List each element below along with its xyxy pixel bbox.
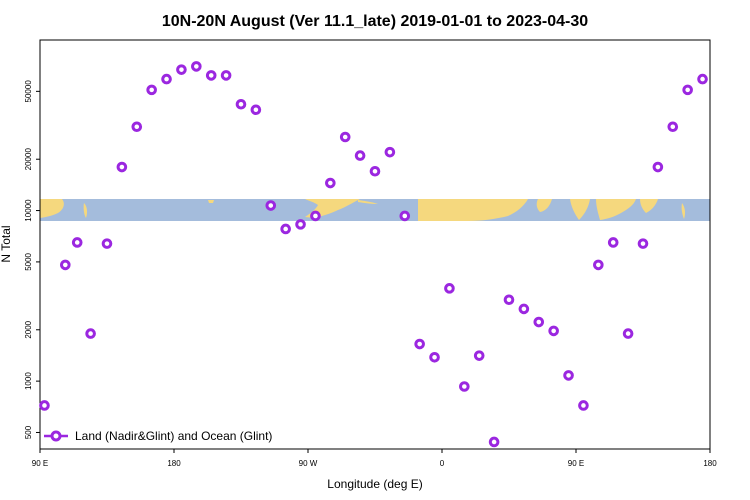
data-point <box>220 70 232 81</box>
data-point <box>429 351 440 363</box>
y-tick-label: 2000 <box>24 320 33 338</box>
data-point <box>637 238 649 249</box>
land-philippines-right <box>681 203 686 219</box>
y-tick-label: 500 <box>24 425 33 439</box>
data-point <box>146 84 157 96</box>
data-point <box>459 381 470 392</box>
legend: Land (Nadir&Glint) and Ocean (Glint) <box>44 429 272 443</box>
x-tick-label: 90 W <box>299 459 318 468</box>
land-pacific-island <box>208 200 214 203</box>
map-band-land <box>40 199 686 221</box>
data-point <box>533 316 545 328</box>
data-point <box>205 70 217 81</box>
data-point <box>622 328 634 339</box>
y-tick-label: 50000 <box>24 80 33 103</box>
data-point <box>161 73 172 85</box>
data-point <box>563 370 574 381</box>
y-axis-label: N Total <box>0 225 13 262</box>
data-point <box>176 64 187 75</box>
x-tick-label: 180 <box>703 459 717 468</box>
data-point <box>131 121 143 133</box>
land-east-asia-right <box>640 199 658 213</box>
data-point <box>652 161 664 173</box>
x-tick-label: 0 <box>440 459 445 468</box>
data-point <box>414 338 425 350</box>
data-point <box>697 73 708 85</box>
legend-marker <box>50 430 62 442</box>
y-tick-label: 20000 <box>24 148 33 171</box>
data-point <box>295 219 306 230</box>
land-india <box>570 199 590 220</box>
data-point <box>191 61 202 72</box>
land-indochina <box>596 199 636 220</box>
data-point <box>682 84 693 96</box>
data-point <box>607 237 619 248</box>
data-point <box>235 98 247 110</box>
x-axis: 90 E 180 90 W 0 90 E 180 <box>32 449 717 468</box>
data-point <box>667 121 679 133</box>
y-tick-label: 1000 <box>24 372 33 390</box>
data-points <box>39 61 708 448</box>
x-tick-label: 180 <box>167 459 181 468</box>
data-point <box>39 400 50 411</box>
data-point <box>399 210 411 222</box>
y-tick-label: 10000 <box>24 199 33 222</box>
data-point <box>503 294 515 306</box>
data-point <box>473 350 485 361</box>
data-point <box>578 400 589 411</box>
data-point <box>488 436 500 448</box>
land-africa <box>418 199 528 221</box>
x-tick-label: 90 E <box>32 459 48 468</box>
data-point <box>280 223 291 235</box>
data-point <box>71 237 83 248</box>
land-asia-east <box>40 199 64 218</box>
data-point <box>444 283 455 294</box>
map-band <box>40 199 710 221</box>
data-point <box>85 328 96 339</box>
data-point <box>101 238 113 249</box>
x-tick-label: 90 E <box>568 459 584 468</box>
data-point <box>548 325 559 337</box>
plot-frame <box>39 39 711 450</box>
land-philippines <box>83 203 88 218</box>
data-point <box>310 210 321 222</box>
y-tick-label: 5000 <box>24 252 33 270</box>
data-point <box>265 200 277 211</box>
data-point <box>325 177 336 189</box>
data-point <box>60 259 71 271</box>
land-arabia <box>536 199 552 212</box>
data-point <box>116 161 128 173</box>
data-point <box>593 259 604 271</box>
legend-label: Land (Nadir&Glint) and Ocean (Glint) <box>75 429 272 443</box>
chart-title: 10N-20N August (Ver 11.1_late) 2019-01-0… <box>162 13 588 30</box>
y-axis: 500 1000 2000 5000 10000 20000 50000 <box>24 80 40 439</box>
x-axis-label: Longitude (deg E) <box>327 477 422 491</box>
data-point <box>339 131 351 143</box>
data-point <box>384 146 396 158</box>
data-point <box>369 165 381 177</box>
data-point <box>250 104 262 116</box>
land-cuba <box>358 200 378 204</box>
data-point <box>518 303 530 315</box>
data-point <box>354 150 366 161</box>
